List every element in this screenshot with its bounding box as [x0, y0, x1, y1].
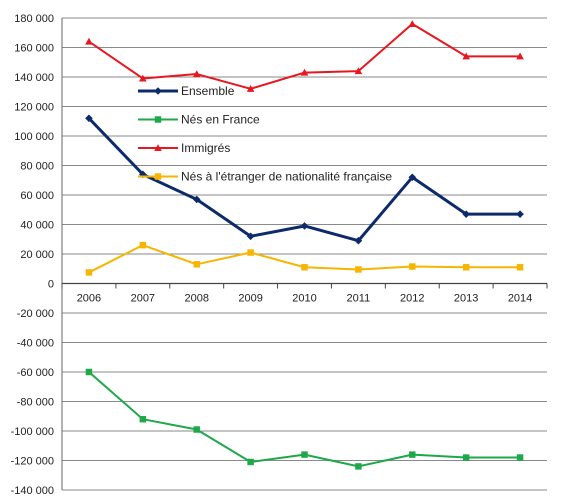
data-point	[154, 116, 162, 123]
data-point	[516, 264, 524, 271]
data-point	[85, 368, 93, 376]
data-point	[246, 232, 255, 241]
data-point	[193, 261, 200, 268]
x-tick-label: 2012	[400, 293, 424, 305]
data-point	[139, 241, 147, 249]
data-point	[301, 264, 308, 271]
x-tick-label: 2009	[238, 293, 262, 305]
legend-label: Ensemble	[181, 84, 235, 98]
legend-label: Nés à l'étranger de nationalité français…	[181, 170, 392, 184]
data-point	[85, 269, 93, 276]
legend-item: Nés à l'étranger de nationalité français…	[138, 170, 392, 184]
data-point	[300, 68, 309, 76]
data-point	[193, 426, 200, 433]
data-point	[154, 173, 162, 180]
data-point	[139, 415, 147, 423]
data-point	[139, 74, 147, 82]
x-tick-label: 2010	[292, 293, 316, 305]
data-point	[354, 67, 363, 75]
y-tick-label: 120 000	[14, 102, 54, 114]
legend-item: Ensemble	[138, 84, 235, 98]
data-point	[300, 222, 309, 230]
y-tick-label: -120 000	[11, 456, 54, 468]
y-tick-label: 40 000	[20, 220, 54, 232]
x-tick-label: 2006	[77, 293, 101, 305]
x-tick-label: 2013	[454, 293, 478, 305]
data-point	[516, 210, 524, 218]
data-point	[354, 236, 363, 245]
y-tick-label: 20 000	[20, 249, 54, 261]
data-point	[154, 144, 162, 152]
data-point	[409, 451, 416, 458]
series-n-s-l-tranger-de-nationalit-fran-aise	[85, 241, 524, 276]
y-tick-label: 60 000	[20, 190, 54, 202]
data-point	[355, 463, 362, 470]
data-point	[462, 52, 470, 60]
series-immigr-s	[85, 20, 524, 92]
data-point	[408, 173, 417, 182]
data-point	[301, 451, 308, 458]
legend-label: Nés en France	[181, 113, 260, 127]
y-tick-label: -80 000	[17, 397, 54, 409]
gridlines	[62, 17, 547, 491]
x-tick-label: 2007	[131, 293, 155, 305]
axes: 180 000 160 000 140 000 120 000 100 000 80 00…	[11, 13, 548, 497]
y-tick-label: -40 000	[17, 338, 54, 350]
data-point	[516, 454, 524, 461]
data-point	[85, 114, 93, 123]
legend: Ensemble Nés en France Immigrés Nés à l'étr…	[138, 84, 392, 184]
legend-item: Immigrés	[138, 141, 230, 155]
series	[85, 20, 524, 470]
data-point	[409, 263, 416, 270]
data-point	[462, 210, 470, 218]
data-point	[154, 87, 162, 95]
data-point	[408, 20, 417, 27]
data-point	[355, 266, 362, 273]
y-tick-label: 160 000	[14, 43, 54, 55]
series-n-s-en-france	[85, 368, 524, 470]
x-tick-label: 2014	[508, 293, 532, 305]
x-tick-label: 2011	[347, 293, 371, 305]
data-point	[85, 37, 93, 45]
y-tick-label: -60 000	[17, 367, 54, 379]
data-point	[246, 85, 255, 92]
legend-item: Nés en France	[138, 113, 260, 127]
y-tick-label: 140 000	[14, 72, 54, 84]
y-tick-label: -100 000	[11, 426, 54, 438]
x-tick-label: 2008	[184, 293, 208, 305]
data-point	[192, 70, 201, 78]
data-point	[192, 195, 201, 204]
y-tick-label: -140 000	[11, 485, 54, 497]
y-tick-label: 80 000	[20, 161, 54, 173]
y-tick-label: 180 000	[14, 13, 54, 25]
data-point	[516, 52, 524, 60]
y-tick-label: 0	[48, 279, 54, 291]
data-point	[247, 249, 254, 256]
legend-label: Immigrés	[181, 141, 230, 155]
y-tick-label: 100 000	[14, 131, 54, 143]
data-point	[247, 458, 254, 466]
data-point	[462, 454, 470, 461]
y-tick-label: -20 000	[17, 308, 54, 320]
data-point	[462, 264, 470, 271]
